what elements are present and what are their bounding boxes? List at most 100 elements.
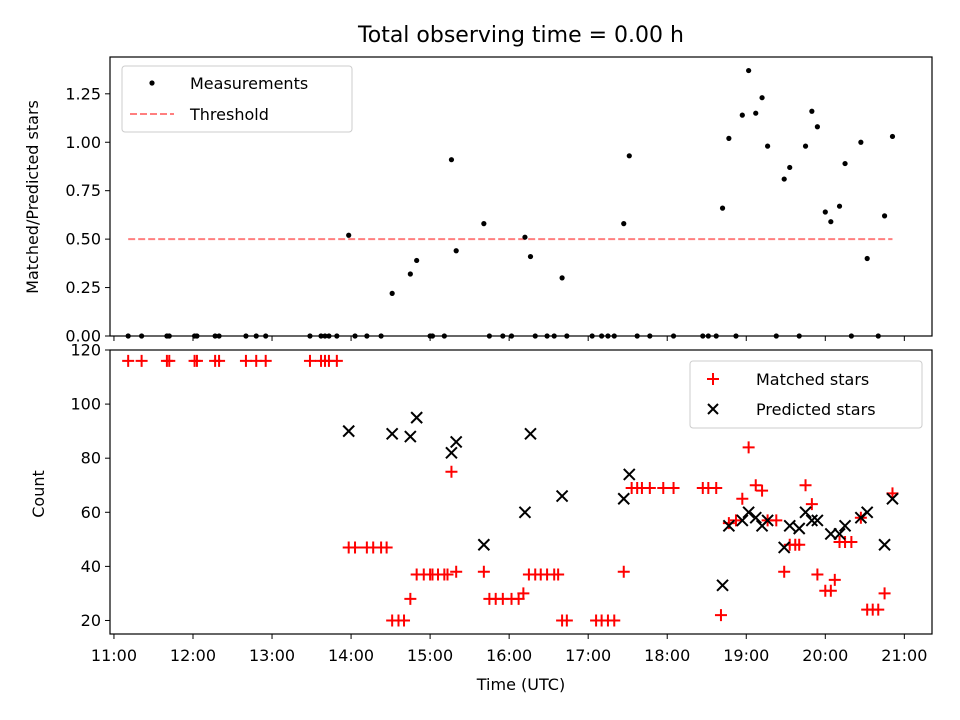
measurement-point <box>508 333 515 339</box>
measurement-point <box>889 133 896 140</box>
matched-star-point <box>404 592 417 605</box>
measurement-point <box>814 124 820 130</box>
matched-star-point <box>617 565 630 578</box>
matched-star-point <box>770 514 783 527</box>
bottom-y-tick-label: 40 <box>81 557 101 576</box>
matched-star-point <box>742 441 755 454</box>
measurement-point <box>334 333 340 339</box>
measurement-point <box>364 333 370 339</box>
predicted-star-point <box>524 427 537 441</box>
measurement-point <box>700 333 706 339</box>
measurement-point <box>389 290 395 296</box>
legend-label-measurements: Measurements <box>190 74 308 93</box>
measurement-point <box>253 333 259 339</box>
bottom-y-tick-label: 20 <box>81 611 101 630</box>
measurement-points <box>125 67 896 339</box>
predicted-star-point <box>742 506 755 519</box>
bottom-y-tick-label: 60 <box>81 503 101 522</box>
measurement-point <box>842 160 848 167</box>
measurement-point <box>441 333 447 339</box>
matched-star-point <box>845 536 858 549</box>
matched-star-point <box>477 565 490 578</box>
matched-star-point <box>714 609 727 622</box>
measurement-point <box>559 275 565 281</box>
predicted-star-point <box>410 411 423 424</box>
measurement-point <box>322 333 328 339</box>
measurement-point <box>858 139 864 145</box>
measurement-point <box>796 333 802 339</box>
measurement-point <box>759 95 765 101</box>
predicted-star-point <box>404 430 417 443</box>
matched-star-point <box>213 354 226 367</box>
matched-star-point <box>710 481 723 494</box>
legend-label-predicted: Predicted stars <box>756 400 876 419</box>
measurement-point <box>881 213 888 219</box>
measurement-point <box>243 333 249 339</box>
legend-marker-predicted <box>707 403 719 415</box>
matched-star-point <box>756 484 769 497</box>
measurement-point <box>326 333 332 339</box>
measurement-point <box>875 333 881 339</box>
measurement-point <box>634 333 640 339</box>
x-tick-label: 13:00 <box>249 646 295 665</box>
measurement-point <box>753 110 759 116</box>
predicted-stars-points <box>342 411 899 592</box>
measurement-point <box>787 164 793 171</box>
matched-star-point <box>805 498 818 511</box>
matched-star-point <box>330 354 343 367</box>
matched-star-point <box>190 354 203 367</box>
x-tick-label: 19:00 <box>723 646 769 665</box>
predicted-star-point <box>761 514 774 527</box>
measurement-point <box>828 219 834 225</box>
x-tick-label: 18:00 <box>644 646 690 665</box>
measurement-point <box>726 135 732 141</box>
chart-title: Total observing time = 0.00 h <box>357 23 684 48</box>
matched-star-point <box>729 514 742 527</box>
predicted-star-point <box>445 446 458 459</box>
predicted-star-point <box>777 541 791 554</box>
bottom-axes-frame <box>109 349 933 635</box>
x-tick-label: 15:00 <box>407 646 453 665</box>
top-y-tick-label: 0.25 <box>65 278 101 297</box>
measurement-point <box>802 143 809 149</box>
measurement-point <box>765 143 771 149</box>
legend-marker-measurements <box>149 80 155 86</box>
top-legend-box <box>121 65 353 133</box>
x-tick-label: 14:00 <box>328 646 374 665</box>
x-tick-label: 16:00 <box>486 646 532 665</box>
top-y-tick-label: 0.50 <box>65 230 101 249</box>
predicted-star-point <box>716 579 729 592</box>
measurement-point <box>318 333 324 339</box>
matched-star-point <box>552 568 565 581</box>
measurement-point <box>626 153 632 159</box>
measurement-point <box>139 333 145 339</box>
predicted-star-point <box>342 424 355 438</box>
predicted-star-point <box>449 435 463 449</box>
measurement-point <box>599 333 605 339</box>
matched-star-point <box>793 538 806 551</box>
predicted-star-point <box>736 514 749 527</box>
x-tick-label: 12:00 <box>170 646 216 665</box>
predicted-star-point <box>385 427 399 441</box>
predicted-star-point <box>878 538 891 551</box>
measurement-point <box>216 333 222 339</box>
measurement-point <box>212 333 218 339</box>
measurement-point <box>544 333 550 339</box>
measurement-point <box>125 333 131 339</box>
measurement-point <box>647 333 653 339</box>
measurement-point <box>500 333 506 339</box>
x-tick-label: 11:00 <box>91 646 137 665</box>
measurement-point <box>481 221 487 227</box>
measurement-point <box>848 333 854 339</box>
top-y-tick-label: 1.25 <box>65 84 101 103</box>
legend-marker-matched <box>707 373 719 385</box>
predicted-star-point <box>833 527 846 541</box>
predicted-star-point <box>555 489 569 503</box>
bottom-y-axis-label: Count <box>29 470 48 518</box>
top-y-tick-label: 0.00 <box>65 327 101 346</box>
matched-star-point <box>799 479 812 492</box>
matched-star-point <box>163 354 176 367</box>
bottom-x-ticks: 11:00 12:00 13:00 14:00 15:00 16:00 17:00 18:00… <box>91 634 927 665</box>
matched-star-point <box>608 614 621 627</box>
matched-star-point <box>122 354 135 367</box>
